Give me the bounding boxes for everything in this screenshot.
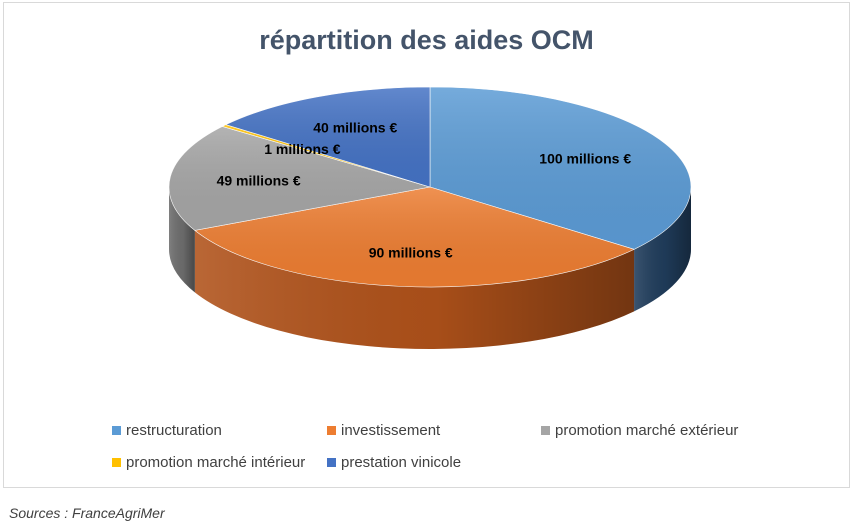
pie-side-promotion-marche-exterieur	[169, 187, 195, 293]
data-label-promotion-marche-interieur: 1 millions €	[264, 141, 340, 157]
chart-title: répartition des aides OCM	[259, 25, 594, 55]
pie-slice-prestation-vinicole	[225, 86, 431, 188]
data-label-promotion-marche-exterieur: 49 millions €	[217, 172, 301, 188]
chart-area: répartition des aides OCM 100 millions €…	[3, 2, 850, 488]
pie-slice-restructuration	[429, 86, 692, 250]
data-label-restructuration: 100 millions €	[539, 150, 631, 166]
pie-chart: 100 millions € 90 millions € 49 millions €…	[168, 86, 692, 349]
pie-side-restructuration	[634, 187, 691, 312]
pie-slice-promotion-marche-exterieur	[168, 126, 431, 231]
pie-side-investissement	[194, 230, 635, 349]
pie-slice-investissement	[194, 186, 635, 288]
data-label-investissement: 90 millions €	[369, 245, 453, 261]
data-label-prestation-vinicole: 40 millions €	[313, 120, 397, 136]
source-note: Sources : FranceAgriMer	[9, 505, 165, 521]
